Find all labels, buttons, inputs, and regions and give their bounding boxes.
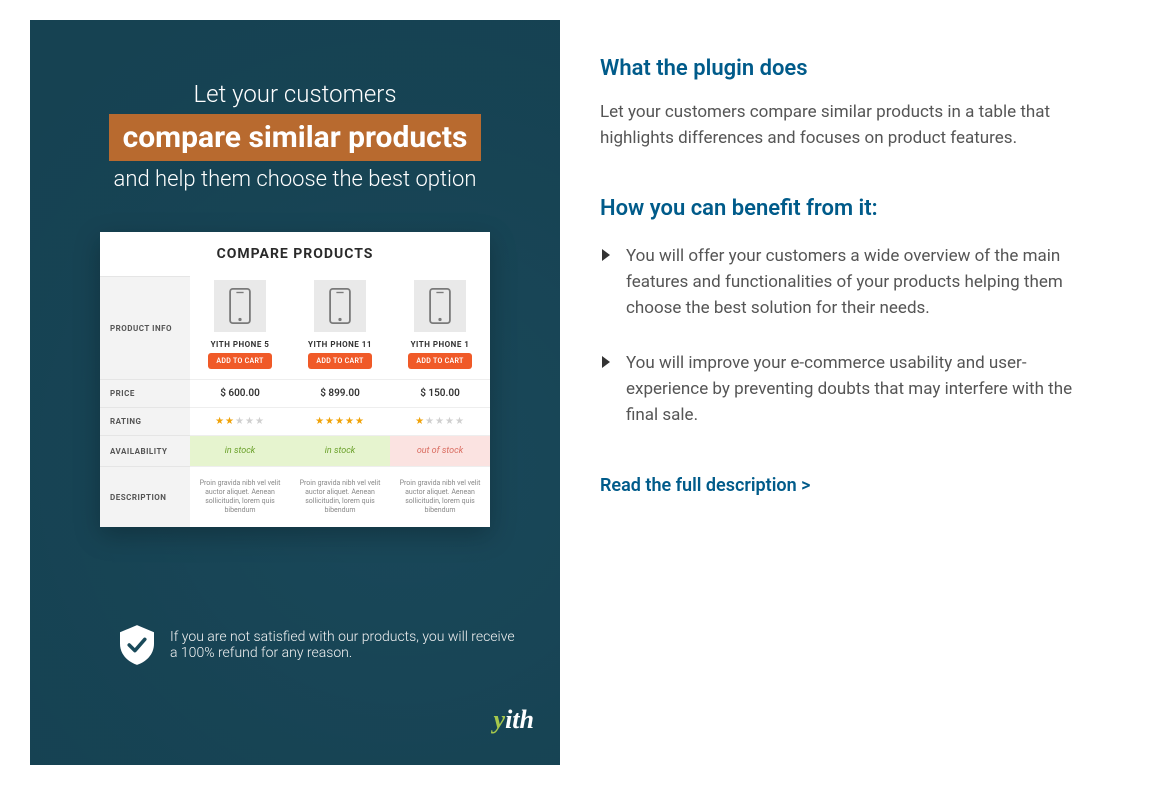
product-name: YITH PHONE 11	[308, 340, 372, 349]
shield-check-icon	[120, 625, 154, 665]
rating-cell: ★★★★★	[390, 407, 490, 435]
product-header: YITH PHONE 1 ADD TO CART	[390, 276, 490, 379]
guarantee-text: If you are not satisfied with our produc…	[170, 629, 520, 661]
benefit-item: You will improve your e-commerce usabili…	[600, 350, 1100, 429]
description-cell: Proin gravida nibh vel velit auctor aliq…	[390, 466, 490, 527]
star-rating: ★★★★★	[315, 416, 365, 427]
rating-cell: ★★★★★	[190, 407, 290, 435]
promo-line1: Let your customers	[30, 80, 560, 108]
product-thumb	[314, 280, 366, 332]
row-label-info: PRODUCT INFO	[100, 276, 190, 379]
compare-table-title: COMPARE PRODUCTS	[100, 232, 490, 276]
availability-cell: out of stock	[390, 435, 490, 466]
description-cell: Proin gravida nibh vel velit auctor aliq…	[190, 466, 290, 527]
compare-table: COMPARE PRODUCTS PRODUCT INFOYITH PHONE …	[100, 232, 490, 527]
guarantee-badge: If you are not satisfied with our produc…	[120, 625, 520, 665]
description-cell: Proin gravida nibh vel velit auctor aliq…	[290, 466, 390, 527]
row-label-availability: AVAILABILITY	[100, 435, 190, 466]
row-label-price: PRICE	[100, 379, 190, 407]
product-thumb	[414, 280, 466, 332]
paragraph-what: Let your customers compare similar produ…	[600, 99, 1100, 152]
add-to-cart-button[interactable]: ADD TO CART	[208, 353, 271, 369]
promo-highlight: compare similar products	[109, 114, 482, 161]
product-thumb	[214, 280, 266, 332]
read-more-link[interactable]: Read the full description >	[600, 475, 810, 496]
product-name: YITH PHONE 5	[211, 340, 270, 349]
brand-y: y	[494, 705, 506, 734]
promo-panel: Let your customers compare similar produ…	[30, 20, 560, 765]
add-to-cart-button[interactable]: ADD TO CART	[308, 353, 371, 369]
heading-benefit: How you can benefit from it:	[600, 196, 1100, 221]
star-rating: ★★★★★	[415, 416, 465, 427]
content-panel: What the plugin does Let your customers …	[560, 20, 1120, 801]
rating-cell: ★★★★★	[290, 407, 390, 435]
benefits-list: You will offer your customers a wide ove…	[600, 243, 1100, 429]
promo-line3: and help them choose the best option	[30, 167, 560, 192]
heading-what: What the plugin does	[600, 56, 1100, 81]
brand-ith: ith	[505, 705, 534, 734]
star-rating: ★★★★★	[215, 416, 265, 427]
product-header: YITH PHONE 11 ADD TO CART	[290, 276, 390, 379]
availability-cell: in stock	[290, 435, 390, 466]
price-cell: $ 150.00	[390, 379, 490, 407]
product-header: YITH PHONE 5 ADD TO CART	[190, 276, 290, 379]
product-name: YITH PHONE 1	[411, 340, 470, 349]
row-label-rating: RATING	[100, 407, 190, 435]
brand-logo: yith	[494, 705, 534, 735]
add-to-cart-button[interactable]: ADD TO CART	[408, 353, 471, 369]
availability-cell: in stock	[190, 435, 290, 466]
benefit-item: You will offer your customers a wide ove…	[600, 243, 1100, 322]
price-cell: $ 899.00	[290, 379, 390, 407]
row-label-description: DESCRIPTION	[100, 466, 190, 527]
price-cell: $ 600.00	[190, 379, 290, 407]
